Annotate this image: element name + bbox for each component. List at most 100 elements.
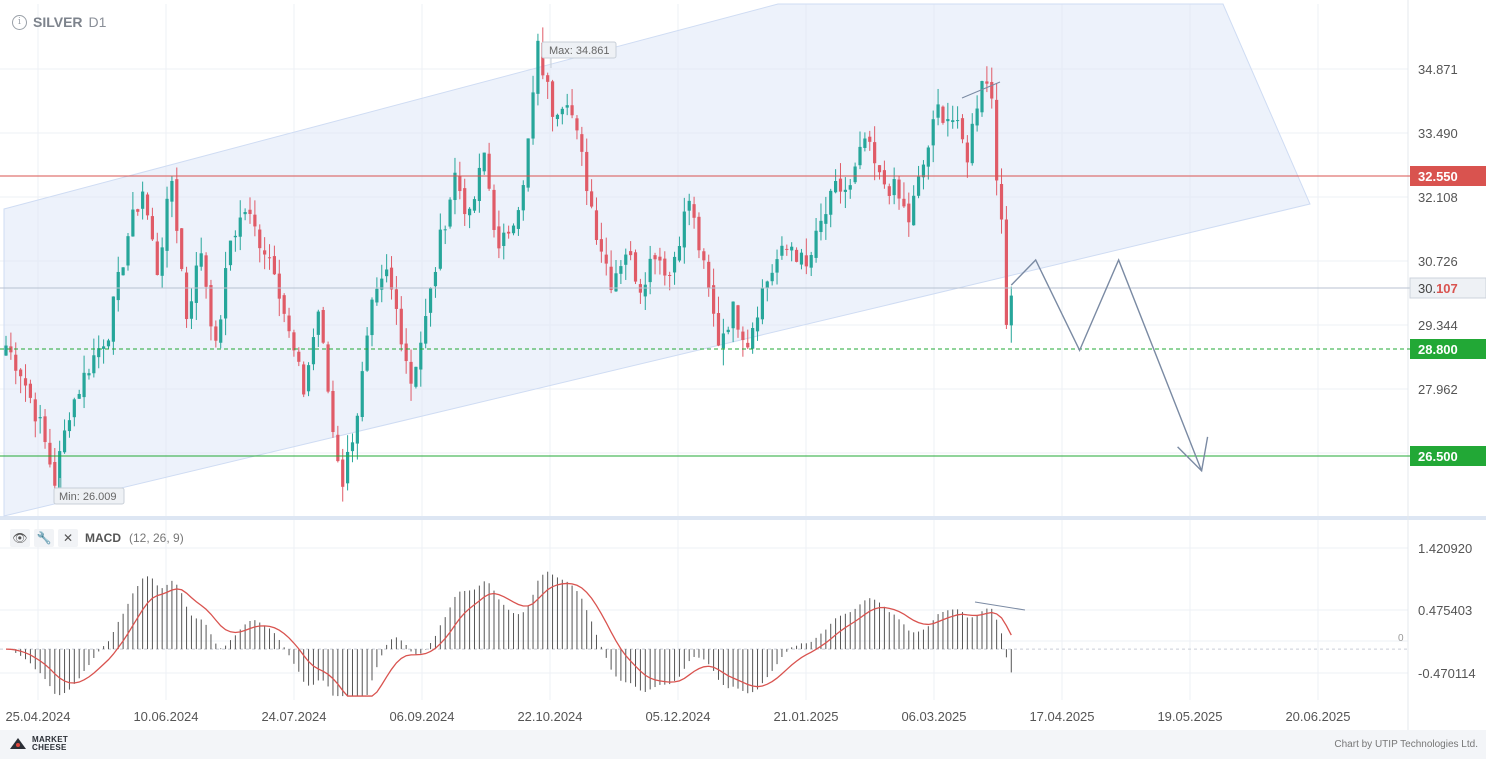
price-tag-support-dashed: 28.800 bbox=[1410, 339, 1486, 359]
candle bbox=[575, 115, 579, 140]
candle bbox=[648, 245, 652, 295]
candle-body bbox=[224, 268, 228, 319]
candle-body bbox=[404, 343, 408, 362]
candle-body bbox=[97, 348, 101, 358]
candle bbox=[814, 218, 818, 263]
candle bbox=[887, 183, 891, 205]
candle bbox=[448, 197, 452, 229]
candle-body bbox=[502, 232, 506, 246]
candle-body bbox=[160, 247, 164, 276]
candle-body bbox=[931, 119, 935, 146]
candle bbox=[102, 339, 106, 364]
candle bbox=[399, 296, 403, 352]
candle-body bbox=[975, 108, 979, 126]
eye-icon[interactable]: 👁 bbox=[10, 529, 30, 547]
candle bbox=[375, 277, 379, 306]
info-icon[interactable]: i bbox=[12, 14, 27, 30]
candle-body bbox=[643, 284, 647, 297]
candle-body bbox=[751, 328, 755, 349]
candle-body bbox=[272, 256, 276, 275]
min-text: Min: 26.009 bbox=[59, 491, 116, 503]
candle bbox=[424, 298, 428, 349]
macd-signal-line bbox=[5, 582, 1012, 697]
candle-body bbox=[458, 175, 462, 192]
candle bbox=[346, 435, 350, 491]
candle-body bbox=[941, 106, 945, 123]
candle bbox=[780, 236, 784, 260]
candle-body bbox=[594, 210, 599, 241]
candle bbox=[131, 192, 135, 237]
logo-line1: MARKET bbox=[32, 735, 69, 744]
cheese-logo-icon bbox=[10, 738, 26, 749]
current-price-prefix: 30. bbox=[1418, 281, 1436, 296]
candle bbox=[765, 280, 769, 302]
candle bbox=[799, 248, 804, 270]
candle bbox=[370, 297, 374, 347]
candle-body bbox=[419, 342, 423, 370]
candle bbox=[712, 268, 716, 327]
candle bbox=[643, 272, 647, 310]
candle bbox=[658, 247, 662, 275]
macd-tick-label: 0.475403 bbox=[1418, 603, 1472, 618]
candle-body bbox=[897, 179, 901, 199]
candle-body bbox=[360, 371, 364, 418]
candle bbox=[175, 167, 179, 244]
price-tag-bg bbox=[1410, 339, 1486, 359]
candle-body bbox=[912, 195, 916, 226]
candle-body bbox=[580, 134, 584, 152]
brand-logo[interactable]: MARKET CHEESE bbox=[8, 735, 68, 753]
candle-body bbox=[731, 301, 735, 329]
candle-body bbox=[170, 180, 174, 202]
candle bbox=[590, 179, 594, 209]
candle-body bbox=[19, 369, 23, 377]
candle-body bbox=[555, 114, 560, 120]
candle-body bbox=[516, 210, 520, 229]
candle bbox=[189, 287, 194, 330]
candle bbox=[755, 306, 760, 341]
candle bbox=[550, 79, 555, 132]
candle bbox=[502, 223, 506, 260]
candle bbox=[160, 237, 164, 289]
candle bbox=[790, 242, 794, 262]
candle-body bbox=[428, 288, 433, 313]
candle bbox=[546, 72, 550, 99]
candle bbox=[653, 252, 657, 275]
candle-body bbox=[999, 184, 1004, 220]
candle-body bbox=[980, 81, 984, 113]
candle-body bbox=[614, 273, 618, 292]
candle bbox=[672, 251, 677, 285]
candle-body bbox=[765, 281, 769, 288]
chart-canvas[interactable]: 32.550 30.107 28.800 26.500 Max: 34.861 Min:… bbox=[0, 0, 1486, 730]
candle-body bbox=[48, 442, 52, 465]
instrument-label: i SILVER D1 bbox=[12, 14, 106, 30]
candle-body bbox=[409, 361, 413, 384]
candle-body bbox=[38, 417, 42, 419]
candle bbox=[136, 208, 140, 216]
candle-body bbox=[311, 337, 316, 365]
candle-body bbox=[448, 199, 452, 227]
candle-body bbox=[248, 209, 252, 214]
candle bbox=[111, 296, 115, 355]
candle-body bbox=[794, 249, 799, 262]
candle-body bbox=[916, 176, 921, 196]
candle bbox=[863, 132, 867, 152]
close-icon[interactable]: ✕ bbox=[58, 529, 78, 547]
candle-body bbox=[424, 316, 428, 344]
candle bbox=[716, 296, 721, 347]
candle bbox=[428, 287, 433, 327]
candle bbox=[614, 260, 618, 292]
candle-body bbox=[868, 136, 872, 142]
candle-body bbox=[746, 342, 750, 348]
candle-body bbox=[204, 255, 208, 287]
candle-body bbox=[1004, 219, 1008, 325]
candle-body bbox=[102, 346, 106, 349]
candle-body bbox=[180, 228, 184, 269]
candle-body bbox=[985, 81, 989, 84]
candle bbox=[702, 248, 706, 269]
wrench-icon[interactable]: 🔧 bbox=[34, 529, 54, 547]
price-tag-text: 28.800 bbox=[1418, 342, 1458, 357]
candle-body bbox=[126, 236, 130, 266]
candle bbox=[180, 228, 184, 272]
candle bbox=[72, 397, 76, 427]
price-tag-text: 26.500 bbox=[1418, 449, 1458, 464]
